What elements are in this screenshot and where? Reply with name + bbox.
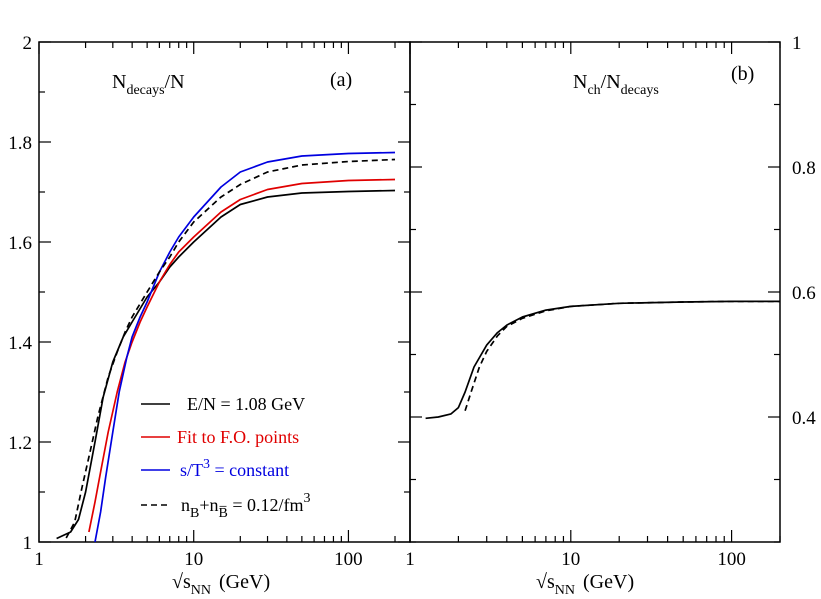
legend-label-2: Fit to F.O. points xyxy=(177,427,299,447)
series-line-b-2 xyxy=(464,300,780,412)
panel-b-xlabel: √sNN (GeV) xyxy=(536,571,634,598)
y-tick-label: 1.6 xyxy=(8,233,32,254)
panel-a-ticks: 1 10 100 1 1.2 1.4 1.6 1.8 2 xyxy=(8,33,410,570)
panel-b-frame xyxy=(409,41,781,543)
panel-a-xlabel: √sNN (GeV) xyxy=(172,571,270,598)
y-tick-label: 1.8 xyxy=(8,133,32,154)
y-tick-label: 1 xyxy=(23,533,33,554)
series-line-a-1 xyxy=(56,189,396,540)
series-line-a-4 xyxy=(65,158,396,539)
x-tick-label: 1 xyxy=(405,549,415,570)
series-line-a-2 xyxy=(88,178,396,533)
y-tick-label: 0.4 xyxy=(792,408,816,429)
y-tick-label: 0.8 xyxy=(792,158,816,179)
legend-label-3: s/T3 = constant xyxy=(180,457,289,480)
x-tick-label: 100 xyxy=(717,549,746,570)
panel-b-ticks: 1 10 100 0.4 0.6 0.8 1 xyxy=(405,33,816,570)
legend-label-4: nB+nB̅ = 0.12/fm3 xyxy=(181,491,311,521)
legend: E/N = 1.08 GeV Fit to F.O. points s/T3 =… xyxy=(141,394,311,521)
legend-label-1: E/N = 1.08 GeV xyxy=(187,394,305,414)
panel-b-series xyxy=(425,300,780,420)
panel-b-title: Nch/Ndecays xyxy=(573,71,659,98)
x-tick-label: 1 xyxy=(34,549,44,570)
series-line-b-1 xyxy=(425,300,780,420)
x-tick-label: 10 xyxy=(561,549,580,570)
y-tick-label: 1.4 xyxy=(8,333,32,354)
y-tick-label: 0.6 xyxy=(792,283,816,304)
x-tick-label: 100 xyxy=(334,549,363,570)
series-line-a-3 xyxy=(94,151,396,543)
panel-a-title: Ndecays/N xyxy=(112,71,185,98)
x-tick-label: 10 xyxy=(184,549,203,570)
panel-a-label: (a) xyxy=(330,69,352,91)
y-tick-label: 1 xyxy=(792,33,802,54)
y-tick-label: 1.2 xyxy=(8,433,32,454)
y-tick-label: 2 xyxy=(23,33,33,54)
panel-a-series xyxy=(56,151,396,543)
panel-b-label: (b) xyxy=(731,63,754,85)
